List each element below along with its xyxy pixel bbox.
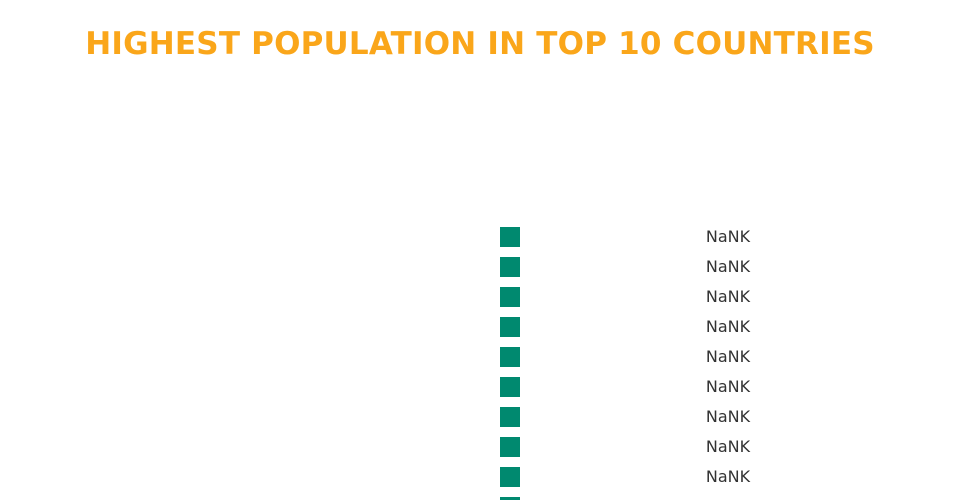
bars-group — [500, 227, 520, 500]
value-label-5: NaNK — [706, 347, 751, 366]
value-label-3: NaNK — [706, 287, 751, 306]
value-label-1: NaNK — [706, 227, 751, 246]
value-label-7: NaNK — [706, 407, 751, 426]
value-label-9: NaNK — [706, 467, 751, 486]
value-label-4: NaNK — [706, 317, 751, 336]
bar-1 — [500, 227, 520, 247]
value-label-8: NaNK — [706, 437, 751, 456]
bar-4 — [500, 317, 520, 337]
bar-6 — [500, 377, 520, 397]
bar-5 — [500, 347, 520, 367]
chart-title: HIGHEST POPULATION IN TOP 10 COUNTRIES — [85, 26, 875, 62]
bar-3 — [500, 287, 520, 307]
value-labels-group: NaNK NaNK NaNK NaNK NaNK NaNK NaNK NaNK NaNK NaNK — [706, 227, 751, 500]
bar-10 — [500, 497, 520, 500]
value-label-10: NaNK — [706, 497, 751, 500]
bar-8 — [500, 437, 520, 457]
bar-7 — [500, 407, 520, 427]
value-label-2: NaNK — [706, 257, 751, 276]
value-label-6: NaNK — [706, 377, 751, 396]
bar-9 — [500, 467, 520, 487]
bar-2 — [500, 257, 520, 277]
